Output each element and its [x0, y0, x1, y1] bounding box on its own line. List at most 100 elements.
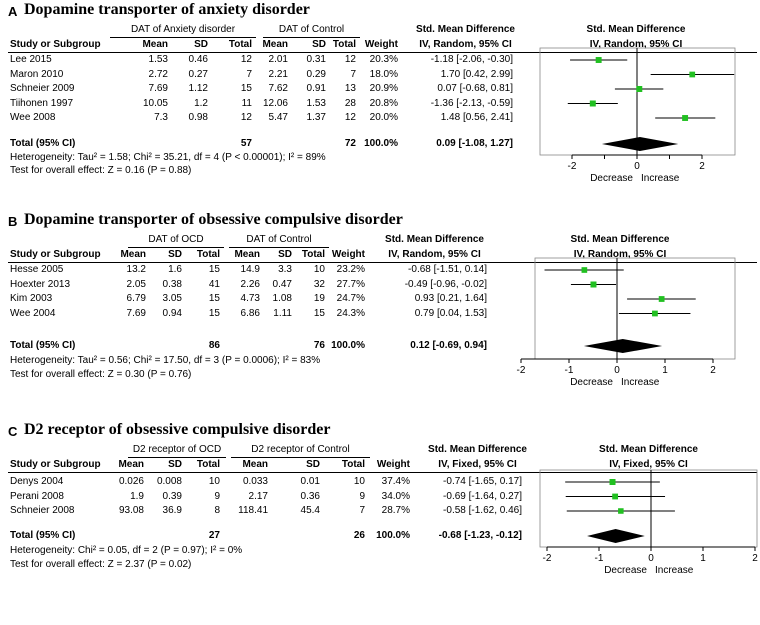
study-ci: 1.48 [0.56, 2.41]	[440, 112, 513, 123]
group2-mean: 2.21	[268, 68, 288, 80]
col-total2-header: Total	[301, 249, 325, 260]
group2-mean: 6.86	[240, 307, 260, 319]
x-tick-label: -1	[565, 365, 574, 376]
study-weight: 20.8%	[369, 97, 398, 109]
study-marker	[682, 115, 689, 121]
study-marker	[636, 86, 643, 92]
col-sd2-header: SD	[278, 249, 292, 260]
decrease-label: Decrease	[604, 565, 647, 576]
group1-underline	[110, 37, 256, 38]
x-tick-label: 2	[699, 161, 705, 172]
study-weight: 18.0%	[369, 68, 398, 80]
study-marker	[581, 267, 588, 273]
group2-sd: 0.36	[300, 490, 320, 502]
study-marker	[658, 296, 665, 302]
group1-total: 12	[240, 54, 252, 65]
group2-mean: 5.47	[268, 112, 288, 123]
decrease-label: Decrease	[590, 173, 633, 184]
study-weight: 23.2%	[336, 264, 365, 275]
group2-sd: 0.91	[306, 83, 326, 94]
group1-total: 15	[208, 307, 220, 319]
forest-plot: -2 -1 0 1 2 Decrease Increase	[539, 469, 758, 576]
group1-total: 8	[214, 505, 220, 516]
group1-mean: 6.79	[126, 293, 146, 304]
forest-panel-c: C D2 receptor of obsessive compulsive dis…	[0, 420, 760, 625]
group2-total: 12	[344, 112, 356, 123]
study-weight: 20.3%	[369, 54, 398, 65]
study-name: Perani 2008	[10, 490, 64, 502]
col-total1-header: Total	[228, 39, 252, 50]
col-sd1-header: SD	[168, 249, 182, 260]
total-ci: 0.09 [-1.08, 1.27]	[436, 138, 513, 149]
col-total2-header: Total	[341, 459, 365, 470]
panel-label: B	[8, 214, 18, 229]
total-group1: 86	[208, 340, 220, 351]
total-ci: 0.12 [-0.69, 0.94]	[410, 340, 487, 351]
col-sd2-header: SD	[312, 39, 326, 50]
study-name: Schneier 2009	[10, 83, 75, 94]
col-total1-header: Total	[196, 249, 220, 260]
study-name: Schneier 2008	[10, 505, 75, 516]
study-name: Lee 2015	[10, 54, 52, 65]
effect-header: Std. Mean Difference	[385, 234, 484, 245]
group2-total: 10	[353, 476, 365, 487]
study-marker	[618, 508, 624, 514]
study-ci: -0.58 [-1.62, 0.46]	[443, 505, 522, 516]
increase-label: Increase	[655, 565, 694, 576]
x-tick-label: -2	[543, 553, 552, 564]
effect-header: Std. Mean Difference	[416, 24, 515, 35]
group2-header: DAT of Control	[246, 234, 312, 245]
plot-header: Std. Mean Difference	[586, 24, 686, 35]
group1-sd: 0.27	[188, 68, 208, 80]
x-tick-label: 2	[710, 365, 716, 376]
group1-underline	[128, 457, 226, 458]
col-total2-header: Total	[332, 39, 356, 50]
study-name: Wee 2008	[10, 112, 56, 123]
study-marker	[612, 493, 619, 500]
overall-effect-text: Test for overall effect: Z = 2.37 (P = 0…	[10, 559, 192, 570]
group1-sd: 3.05	[162, 293, 182, 304]
x-tick-label: 0	[634, 161, 640, 172]
group2-sd: 0.47	[272, 278, 292, 290]
group2-total: 10	[313, 264, 325, 275]
panel-label: A	[8, 4, 18, 19]
heterogeneity-text: Heterogeneity: Tau² = 1.58; Chi² = 35.21…	[10, 152, 326, 163]
group1-total: 15	[208, 264, 220, 275]
group2-mean: 12.06	[262, 97, 288, 109]
group2-total: 7	[350, 68, 356, 80]
group2-mean: 4.73	[240, 293, 260, 304]
study-weight: 34.0%	[381, 490, 410, 502]
group1-mean: 7.3	[154, 112, 168, 123]
study-name: Kim 2003	[10, 293, 53, 304]
group2-total: 28	[344, 97, 356, 109]
study-weight: 20.0%	[369, 112, 398, 123]
col-mean2-header: Mean	[242, 459, 268, 470]
plot-header: Std. Mean Difference	[570, 234, 670, 245]
total-weight: 100.0%	[331, 340, 365, 351]
group2-total: 32	[313, 278, 325, 290]
col-mean1-header: Mean	[120, 249, 146, 260]
group2-header: DAT of Control	[278, 24, 345, 35]
group1-sd: 1.2	[194, 97, 208, 109]
overall-effect-text: Test for overall effect: Z = 0.30 (P = 0…	[10, 369, 192, 380]
group2-sd: 1.11	[273, 307, 292, 319]
group1-sd: 36.9	[162, 505, 182, 516]
group1-total: 10	[208, 476, 220, 487]
group1-total: 12	[240, 112, 252, 123]
forest-panel-a: A Dopamine transporter of anxiety disorde…	[0, 0, 760, 205]
header-rule	[8, 472, 757, 473]
group1-header: DAT of Anxiety disorder	[130, 24, 236, 35]
group1-sd: 1.6	[168, 264, 182, 275]
study-name: Wee 2004	[10, 307, 56, 319]
group2-sd: 3.3	[278, 264, 292, 275]
group2-sd: 45.4	[300, 505, 320, 516]
study-marker	[689, 71, 696, 78]
total-weight: 100.0%	[364, 138, 398, 149]
group1-total: 7	[246, 68, 252, 80]
group1-mean: 0.026	[118, 476, 144, 487]
group1-header: DAT of OCD	[148, 234, 204, 245]
study-ci: -1.18 [-2.06, -0.30]	[430, 54, 513, 65]
plot-subheader: IV, Random, 95% CI	[573, 249, 667, 260]
effect-header: Std. Mean Difference	[428, 444, 527, 455]
group2-sd: 0.31	[306, 54, 326, 65]
